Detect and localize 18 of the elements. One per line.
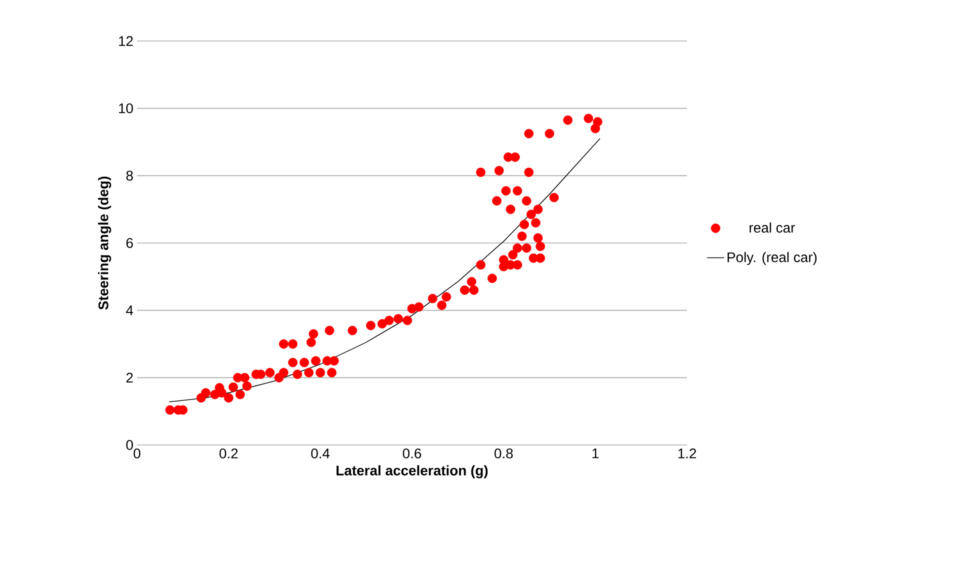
y-tick-label: 10 — [119, 103, 133, 114]
x-tick-label: 0.4 — [311, 448, 330, 458]
legend-label: Poly. (real car) — [728, 252, 817, 265]
y-tick-label: 0 — [126, 440, 133, 450]
x-tick-label: 0 — [134, 448, 140, 458]
y-tick-label: 4 — [126, 306, 134, 316]
y-axis-title: Steering angle (deg) — [98, 176, 112, 310]
x-tick-label: 0.2 — [220, 448, 238, 458]
x-axis-title: Lateral acceleration (g) — [336, 465, 488, 478]
x-tick-label: 0.8 — [494, 448, 513, 458]
x-tick-label: 0.6 — [402, 448, 422, 458]
x-tick-label: 1 — [592, 448, 599, 458]
y-tick-label: 12 — [119, 36, 133, 46]
legend-label: real car — [750, 222, 795, 233]
x-tick-label: 1.2 — [678, 448, 696, 458]
y-tick-label: 6 — [126, 238, 133, 248]
y-tick-label: 8 — [126, 170, 133, 181]
y-tick-label: 2 — [126, 372, 133, 383]
